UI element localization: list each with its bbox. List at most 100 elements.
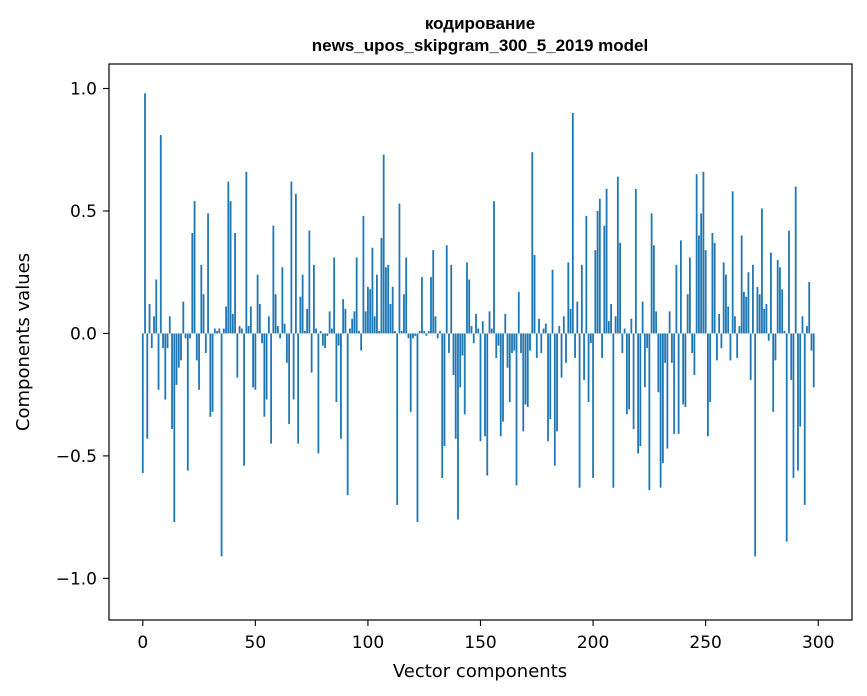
- bar: [385, 267, 387, 334]
- bar: [589, 333, 592, 344]
- bar: [207, 213, 209, 334]
- bar: [664, 333, 667, 363]
- bar: [632, 333, 635, 429]
- bar: [303, 330, 306, 334]
- bar: [270, 333, 273, 444]
- bar: [315, 328, 318, 334]
- bar: [193, 201, 196, 334]
- bar: [436, 333, 439, 339]
- bar: [157, 333, 160, 390]
- bar: [666, 333, 669, 449]
- bar: [623, 328, 626, 334]
- bar: [198, 333, 200, 390]
- bar: [738, 326, 741, 334]
- bar: [227, 181, 230, 334]
- bar: [477, 328, 480, 334]
- y-tick-label: −1.0: [56, 569, 97, 589]
- bar: [571, 112, 574, 334]
- bar: [490, 328, 493, 334]
- bar: [547, 333, 549, 442]
- x-tick-label: 50: [245, 633, 267, 653]
- bar: [184, 333, 187, 339]
- bar: [182, 301, 185, 334]
- bar: [499, 333, 502, 437]
- bar: [238, 326, 241, 334]
- bar: [655, 311, 658, 334]
- bar: [211, 333, 214, 412]
- bar: [810, 333, 813, 351]
- bar: [524, 333, 527, 405]
- bar: [580, 264, 583, 334]
- bar: [450, 264, 453, 334]
- bar: [711, 233, 714, 334]
- bar: [204, 333, 207, 354]
- bar: [247, 326, 250, 334]
- bar: [497, 333, 500, 346]
- bar: [200, 264, 203, 334]
- bar: [292, 333, 295, 400]
- bar: [806, 326, 808, 334]
- bar: [736, 333, 739, 358]
- bar: [670, 333, 673, 363]
- bar: [378, 330, 381, 334]
- bar: [648, 333, 651, 491]
- bar: [335, 333, 338, 403]
- bar: [495, 333, 498, 358]
- bar: [340, 333, 342, 439]
- bar: [770, 252, 772, 334]
- bar: [164, 333, 167, 400]
- bar: [166, 333, 169, 349]
- bar: [754, 333, 757, 557]
- bar: [646, 333, 649, 349]
- bar: [376, 274, 378, 334]
- bar: [725, 274, 727, 334]
- y-tick-label: 1.0: [70, 79, 97, 99]
- bar: [659, 333, 662, 488]
- bar: [520, 333, 522, 354]
- bar: [171, 333, 173, 429]
- chart-title: кодирование: [425, 14, 535, 33]
- bar: [718, 313, 721, 334]
- bar: [382, 154, 385, 334]
- bar: [675, 264, 678, 334]
- bar: [144, 93, 146, 334]
- bar: [457, 333, 459, 520]
- bar: [274, 294, 277, 334]
- bar: [475, 313, 477, 334]
- bar: [400, 330, 403, 334]
- bar: [175, 333, 178, 385]
- bar: [407, 333, 410, 339]
- bar: [180, 333, 182, 361]
- bar: [387, 264, 390, 334]
- bar: [461, 333, 464, 356]
- bar: [752, 264, 754, 334]
- bar: [481, 321, 484, 334]
- bar: [441, 333, 444, 478]
- bar: [430, 277, 432, 334]
- bar: [639, 333, 642, 447]
- bar: [445, 245, 448, 334]
- bar: [213, 328, 216, 334]
- bar: [812, 333, 815, 388]
- bar: [731, 191, 734, 334]
- bar: [148, 304, 151, 334]
- x-axis-ticks: 0 50 100 150 200 250 300: [137, 620, 834, 653]
- bar: [265, 333, 268, 400]
- bar: [560, 333, 563, 378]
- bar: [756, 286, 759, 334]
- bar: [641, 301, 644, 334]
- bar: [767, 333, 770, 341]
- bar: [439, 330, 441, 334]
- bar: [229, 201, 232, 334]
- bar: [342, 299, 345, 334]
- bar: [328, 311, 331, 334]
- bar: [628, 333, 630, 410]
- bar: [700, 213, 703, 334]
- bar: [261, 333, 263, 344]
- bar: [150, 333, 153, 349]
- bar: [405, 257, 408, 334]
- bar: [779, 267, 781, 334]
- bar: [621, 333, 624, 354]
- bar: [598, 198, 601, 334]
- bar: [511, 333, 513, 354]
